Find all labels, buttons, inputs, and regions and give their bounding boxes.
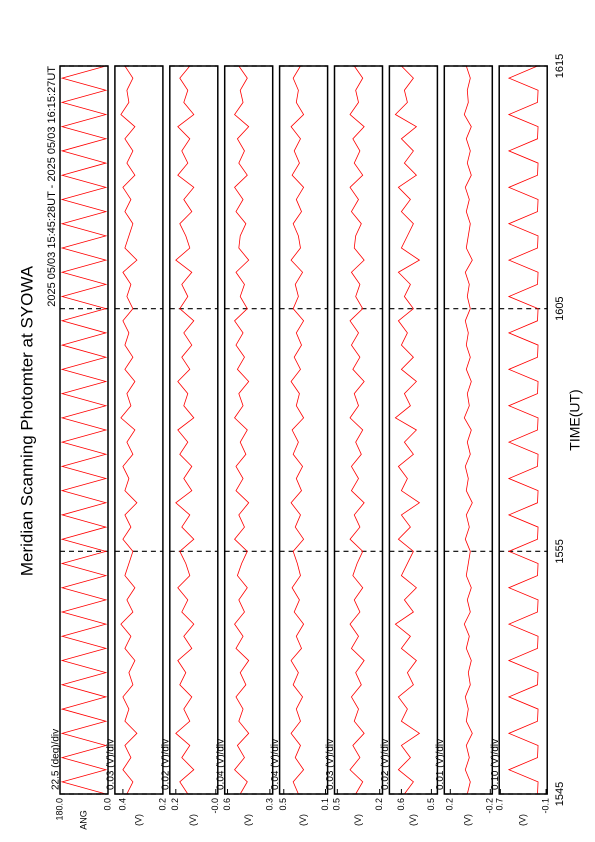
chart-subtitle: 2025 05/03 15:45:28UT - 2025 05/03 16:15… [46,66,58,307]
y-axis-label: (V) [463,814,473,826]
trace [120,65,138,795]
scale-label: 0.02 (V)/div [380,739,391,790]
y-tick-label: 0.7 [495,798,505,811]
y-tick-label: 0.2 [374,798,384,811]
panel-frame [388,65,439,795]
y-tick-label: -0.1 [540,798,550,814]
trace [175,65,195,795]
scale-label: 0.02 (V)/div [160,739,171,790]
x-tick-label: 1545 [554,782,566,806]
scale-label: 22.5 (deg)/div [51,729,62,790]
trace [60,65,108,795]
y-tick-label: 0.1 [320,798,330,811]
scale-label: 0.04 (V)/div [215,739,226,790]
trace [507,65,539,795]
panel-frame [169,65,219,795]
y-tick-label: 0.5 [426,798,436,811]
y-axis-label: (V) [353,814,363,826]
y-tick-label: 0.4 [117,798,127,811]
panel-frame [114,65,164,795]
scale-label: 0.03 (V)/div [106,739,117,790]
y-tick-label: 0.6 [222,798,232,811]
panel-frame [443,65,494,795]
trace [349,65,365,795]
y-tick-label: -0.2 [485,798,495,814]
y-axis-label: (V) [408,814,418,826]
y-axis-label: (V) [243,814,253,826]
y-tick-label: 0.6 [396,798,406,811]
trace [463,65,473,795]
panel-frame [59,65,109,795]
y-tick-label: 0.2 [157,798,167,811]
trace [394,65,421,795]
scale-label: 0.01 (V)/div [435,739,446,790]
y-axis-label: (V) [188,814,198,826]
trace [234,65,250,795]
y-tick-label: 0.0 [102,798,112,811]
panel-frame [333,65,384,795]
panel-frame [223,65,274,795]
y-tick-label: 0.3 [264,798,274,811]
chart-title: Meridian Scanning Photomter at SYOWA [17,265,36,576]
y-axis-label: (V) [298,814,308,826]
rotated-chart: Meridian Scanning Photomter at SYOWA 202… [17,54,582,830]
y-axis-label: (V) [518,814,528,826]
y-tick-label: -0.0 [210,798,220,814]
trace [290,65,305,795]
y-tick-label: 0.2 [170,798,180,811]
x-tick-label: 1615 [554,54,566,78]
y-tick-label: 0.2 [445,798,455,811]
y-axis-label: ANG [78,810,88,830]
scale-label: 0.10 (V)/div [490,739,501,790]
x-tick-label: 1555 [554,539,566,563]
scale-label: 0.04 (V)/div [270,739,281,790]
y-tick-label: 0.5 [332,798,342,811]
y-tick-label: 0.5 [278,798,288,811]
panel-frame [278,65,329,795]
y-axis-label: (V) [133,814,143,826]
x-tick-label: 1605 [554,296,566,320]
scale-label: 0.03 (V)/div [325,739,336,790]
y-tick-label: 180.0 [54,798,64,821]
x-axis-label: TIME(UT) [567,389,583,450]
panel-frame [498,65,548,795]
